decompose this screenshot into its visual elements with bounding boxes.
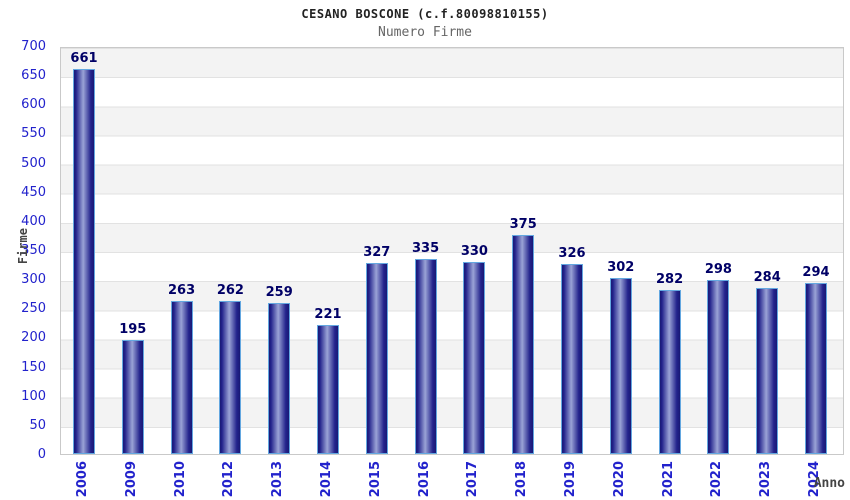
x-tick-label: 2023 — [758, 461, 774, 498]
bar-value-label: 282 — [656, 271, 684, 287]
y-axis-label: Firme — [16, 228, 30, 265]
chart-subtitle: Numero Firme — [378, 25, 472, 40]
bar-value-label: 661 — [70, 50, 98, 66]
bar-2014 — [317, 325, 339, 454]
bar-value-label: 327 — [363, 245, 391, 261]
y-tick-label: 700 — [21, 39, 46, 54]
bar-value-label: 302 — [607, 259, 635, 275]
x-tick-label: 2016 — [416, 461, 432, 498]
bar-2012 — [219, 301, 242, 454]
y-tick-label: 550 — [21, 126, 46, 142]
bar-2021 — [658, 289, 681, 454]
plot-area: 661 195 263 262 259 221 327 335 330 375 326 302 282 2… — [60, 47, 844, 455]
bar-2006 — [73, 68, 95, 454]
bar-value-label: 284 — [753, 270, 781, 286]
bar-2013 — [268, 303, 291, 454]
x-tick-label: 2014 — [319, 461, 334, 498]
y-tick-label: 200 — [21, 330, 46, 346]
y-tick-label: 50 — [29, 417, 46, 433]
x-tick-label: 2019 — [563, 461, 578, 498]
bar-value-label: 259 — [265, 285, 293, 301]
x-tick-label: 2009 — [123, 461, 139, 498]
y-tick-label: 450 — [21, 184, 46, 200]
bar-2022 — [707, 280, 730, 454]
bar-value-label: 263 — [168, 282, 196, 298]
bar-2019 — [561, 264, 583, 454]
bar-2020 — [609, 277, 632, 454]
x-tick-label: 2013 — [270, 461, 286, 498]
y-tick-label: 500 — [21, 155, 46, 171]
y-tick-label: 150 — [21, 359, 46, 375]
y-tick-label: 250 — [21, 301, 46, 317]
bar-2015 — [365, 263, 388, 454]
y-tick-label: 400 — [21, 213, 46, 229]
x-tick-label: 2006 — [75, 461, 90, 498]
y-tick-label: 600 — [21, 97, 46, 113]
x-axis-ticks: 2006 2009 2010 2012 2013 2014 2015 2016 2017 2018… — [60, 461, 844, 500]
bar-value-label: 298 — [704, 262, 732, 278]
x-tick-label: 2021 — [660, 461, 676, 498]
bar-value-label: 221 — [314, 307, 342, 323]
x-tick-label: 2020 — [611, 461, 627, 498]
bar-value-label: 294 — [802, 264, 830, 280]
bar-2010 — [170, 300, 193, 454]
bar-2023 — [756, 288, 779, 454]
y-tick-label: 650 — [21, 68, 46, 84]
x-tick-label: 2017 — [465, 461, 481, 498]
bar-value-label: 335 — [412, 240, 440, 256]
x-tick-label: 2018 — [514, 461, 530, 498]
bar-2018 — [512, 235, 535, 454]
bar-value-label: 375 — [509, 217, 537, 233]
bar-value-label: 195 — [119, 322, 147, 338]
x-axis-label: Anno — [813, 476, 845, 491]
x-tick-label: 2010 — [172, 461, 188, 498]
bar-2009 — [121, 340, 144, 454]
bar-value-label: 326 — [558, 246, 586, 261]
bar-2016 — [414, 258, 437, 454]
bar-2017 — [463, 261, 486, 454]
y-tick-label: 100 — [21, 388, 46, 404]
x-tick-label: 2015 — [367, 461, 383, 498]
y-axis-ticks: 0 50 100 150 200 250 300 350 400 450 500 550 600 650 7… — [0, 0, 54, 500]
y-tick-label: 0 — [37, 447, 46, 462]
bar-2024 — [805, 282, 827, 454]
bar-value-label: 262 — [216, 283, 244, 299]
x-tick-label: 2022 — [709, 461, 725, 498]
y-tick-label: 350 — [21, 243, 46, 258]
x-tick-label: 2012 — [221, 461, 237, 498]
y-tick-label: 300 — [21, 272, 46, 288]
bar-value-label: 330 — [460, 243, 488, 259]
chart-title: CESANO BOSCONE (c.f.80098810155) — [301, 7, 549, 21]
